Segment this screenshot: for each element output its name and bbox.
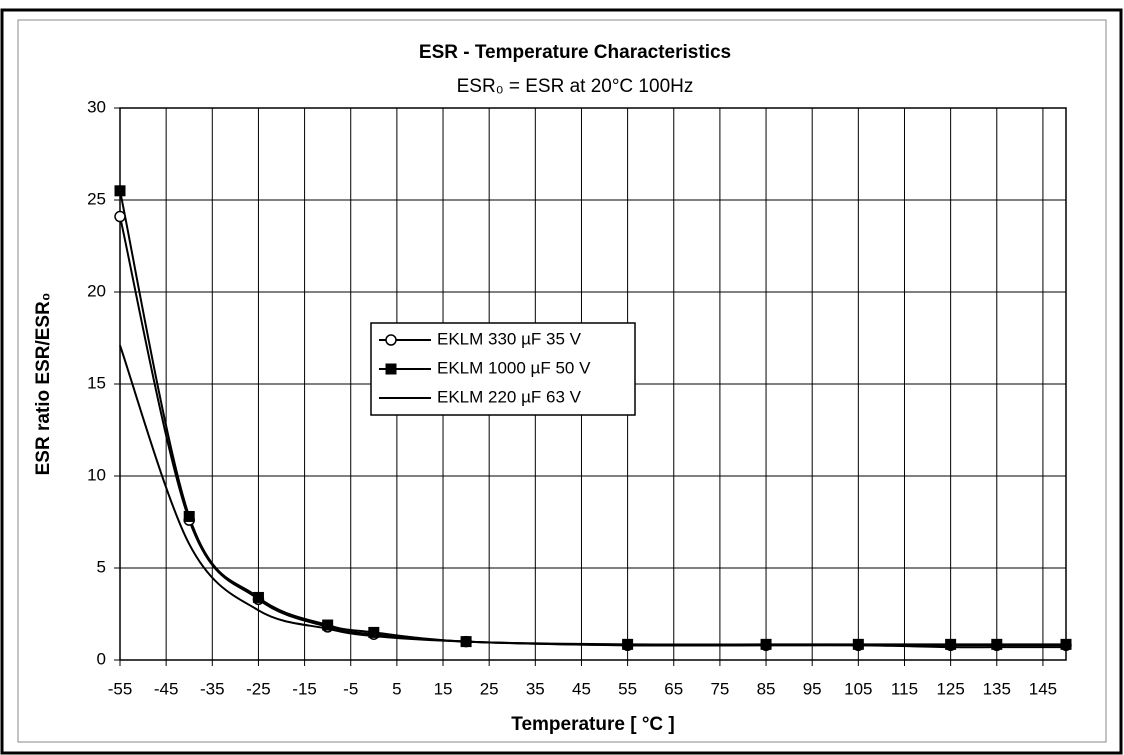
marker — [1060, 638, 1072, 650]
x-tick-label: 125 — [936, 679, 964, 698]
x-axis-label: Temperature [ °C ] — [511, 714, 675, 735]
outer-frame — [0, 8, 1123, 755]
x-tick-label: 55 — [618, 679, 637, 698]
y-tick-label: 30 — [87, 97, 106, 116]
legend-marker — [385, 334, 397, 346]
y-axis-label: ESR ratio ESR/ESR₀ — [33, 293, 54, 476]
x-tick-label: 85 — [757, 679, 776, 698]
chart-title: ESR - Temperature Characteristics — [419, 42, 731, 63]
x-tick-label: 15 — [434, 679, 453, 698]
marker — [183, 510, 195, 522]
x-tick-label: 115 — [891, 679, 918, 698]
marker — [760, 638, 772, 650]
marker — [322, 619, 334, 631]
x-tick-label: -45 — [154, 679, 179, 698]
marker — [991, 638, 1003, 650]
legend-label: EKLM 220 µF 63 V — [437, 387, 582, 406]
x-tick-label: 75 — [710, 679, 729, 698]
chart-frame — [17, 19, 1107, 743]
x-tick-label: -35 — [200, 679, 225, 698]
legend-label: EKLM 1000 µF 50 V — [437, 358, 591, 377]
marker — [114, 210, 126, 223]
marker — [368, 626, 380, 638]
y-tick-label: 15 — [87, 373, 106, 392]
x-tick-label: -15 — [292, 679, 317, 698]
x-tick-label: -5 — [343, 679, 358, 698]
y-tick-label: 20 — [87, 281, 106, 300]
legend-label: EKLM 330 µF 35 V — [437, 329, 582, 348]
x-tick-label: -55 — [108, 679, 133, 698]
y-tick-label: 10 — [87, 465, 106, 484]
x-tick-label: 35 — [526, 679, 545, 698]
chart-subtitle: ESR₀ = ESR at 20°C 100Hz — [457, 76, 694, 97]
x-tick-label: 5 — [392, 679, 401, 698]
marker — [460, 636, 472, 648]
series-line — [119, 216, 1066, 647]
x-tick-label: 95 — [803, 679, 822, 698]
x-tick-label: 45 — [572, 679, 591, 698]
marker — [622, 638, 634, 650]
y-tick-label: 25 — [87, 189, 106, 208]
marker — [852, 638, 864, 650]
legend-marker — [385, 363, 397, 375]
x-tick-label: 145 — [1029, 679, 1057, 698]
marker — [945, 638, 957, 650]
x-tick-label: 65 — [664, 679, 683, 698]
series-line — [119, 190, 1066, 646]
marker — [252, 591, 264, 603]
x-tick-label: 135 — [983, 679, 1011, 698]
marker — [114, 185, 126, 197]
x-tick-label: 105 — [844, 679, 872, 698]
y-tick-label: 0 — [97, 649, 106, 668]
x-tick-label: -25 — [246, 679, 271, 698]
y-tick-label: 5 — [97, 557, 106, 576]
x-tick-label: 25 — [480, 679, 499, 698]
